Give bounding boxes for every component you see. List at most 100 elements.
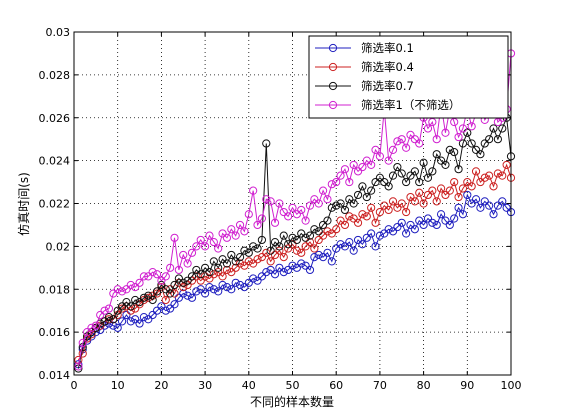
data-point (384, 205, 393, 215)
data-point (493, 135, 502, 144)
data-point (96, 310, 105, 320)
data-point (183, 291, 192, 300)
data-point (397, 169, 406, 178)
data-point (349, 214, 358, 223)
data-point (380, 201, 389, 210)
data-point (297, 248, 306, 257)
data-point (87, 323, 96, 332)
data-point (388, 197, 398, 206)
data-point (113, 306, 122, 315)
data-point (436, 210, 446, 219)
data-point (262, 268, 271, 277)
data-point (183, 280, 192, 290)
data-point (340, 242, 350, 251)
data-point (353, 167, 363, 176)
data-point (467, 199, 476, 208)
data-point (187, 248, 197, 257)
data-point (235, 252, 245, 262)
data-point (131, 315, 140, 324)
data-point (380, 177, 389, 187)
data-point (253, 276, 262, 285)
data-point (441, 128, 450, 137)
data-point (222, 259, 232, 268)
data-point (485, 171, 494, 180)
data-point (96, 325, 105, 335)
data-point (209, 270, 218, 279)
data-point (332, 177, 341, 187)
data-point (205, 231, 214, 240)
data-point (284, 240, 293, 249)
data-point (314, 227, 323, 236)
data-point (415, 216, 424, 225)
data-point (170, 300, 179, 309)
data-point (441, 160, 450, 170)
data-point (432, 197, 441, 206)
data-point (266, 246, 275, 255)
data-point (340, 205, 350, 215)
data-point (314, 199, 323, 208)
data-point (467, 122, 476, 131)
data-point (161, 306, 170, 315)
data-point (166, 304, 175, 313)
data-point (270, 250, 280, 260)
data-point (415, 139, 424, 148)
data-point (393, 222, 402, 232)
data-point (310, 195, 319, 204)
data-point (201, 242, 210, 251)
data-point (104, 304, 114, 313)
data-point (402, 177, 411, 187)
data-point (402, 207, 411, 217)
data-point (480, 197, 489, 206)
data-point (131, 304, 140, 313)
data-point (148, 268, 157, 277)
y-tick-label: 0.016 (39, 326, 71, 339)
data-point (231, 263, 240, 272)
data-point (388, 171, 398, 180)
data-point (109, 321, 118, 330)
data-point (83, 334, 92, 343)
data-point (126, 280, 135, 290)
legend-swatch-marker (328, 100, 338, 110)
data-point (353, 218, 363, 227)
x-tick-label: 80 (417, 379, 431, 392)
data-point (345, 237, 354, 247)
data-point (480, 173, 489, 182)
data-point (410, 197, 419, 206)
data-point (297, 205, 306, 215)
data-point (135, 319, 144, 328)
data-point (463, 128, 472, 137)
data-point (240, 227, 249, 236)
data-point (279, 231, 288, 240)
data-point (301, 242, 310, 251)
data-point (502, 160, 511, 170)
data-point (270, 218, 280, 227)
data-point (436, 184, 446, 193)
data-point (131, 295, 140, 305)
legend-entry-label: 筛选率0.7 (361, 79, 414, 93)
data-point (262, 139, 271, 148)
data-point (314, 250, 323, 260)
data-point (240, 283, 249, 292)
data-point (192, 265, 201, 275)
x-tick-label: 30 (198, 379, 212, 392)
data-point (279, 268, 288, 277)
data-point (454, 132, 463, 142)
legend-entry-label: 筛选率1（不筛选） (361, 98, 460, 112)
data-point (222, 233, 232, 242)
data-point (471, 167, 481, 176)
data-point (187, 272, 197, 281)
data-point (358, 182, 367, 191)
x-tick-label: 0 (71, 379, 78, 392)
data-point (192, 242, 201, 251)
data-point (288, 261, 297, 270)
data-point (463, 177, 472, 187)
data-point (218, 229, 227, 238)
data-point (139, 293, 149, 302)
tick-layer: 0 10 20 30 40 50 60 70 80 90 100 0.014 0.016 0.018 0.0… (39, 26, 522, 392)
data-point (231, 231, 240, 240)
data-point (292, 246, 301, 255)
data-point (419, 158, 428, 167)
data-point (388, 227, 398, 236)
data-point (266, 257, 275, 266)
